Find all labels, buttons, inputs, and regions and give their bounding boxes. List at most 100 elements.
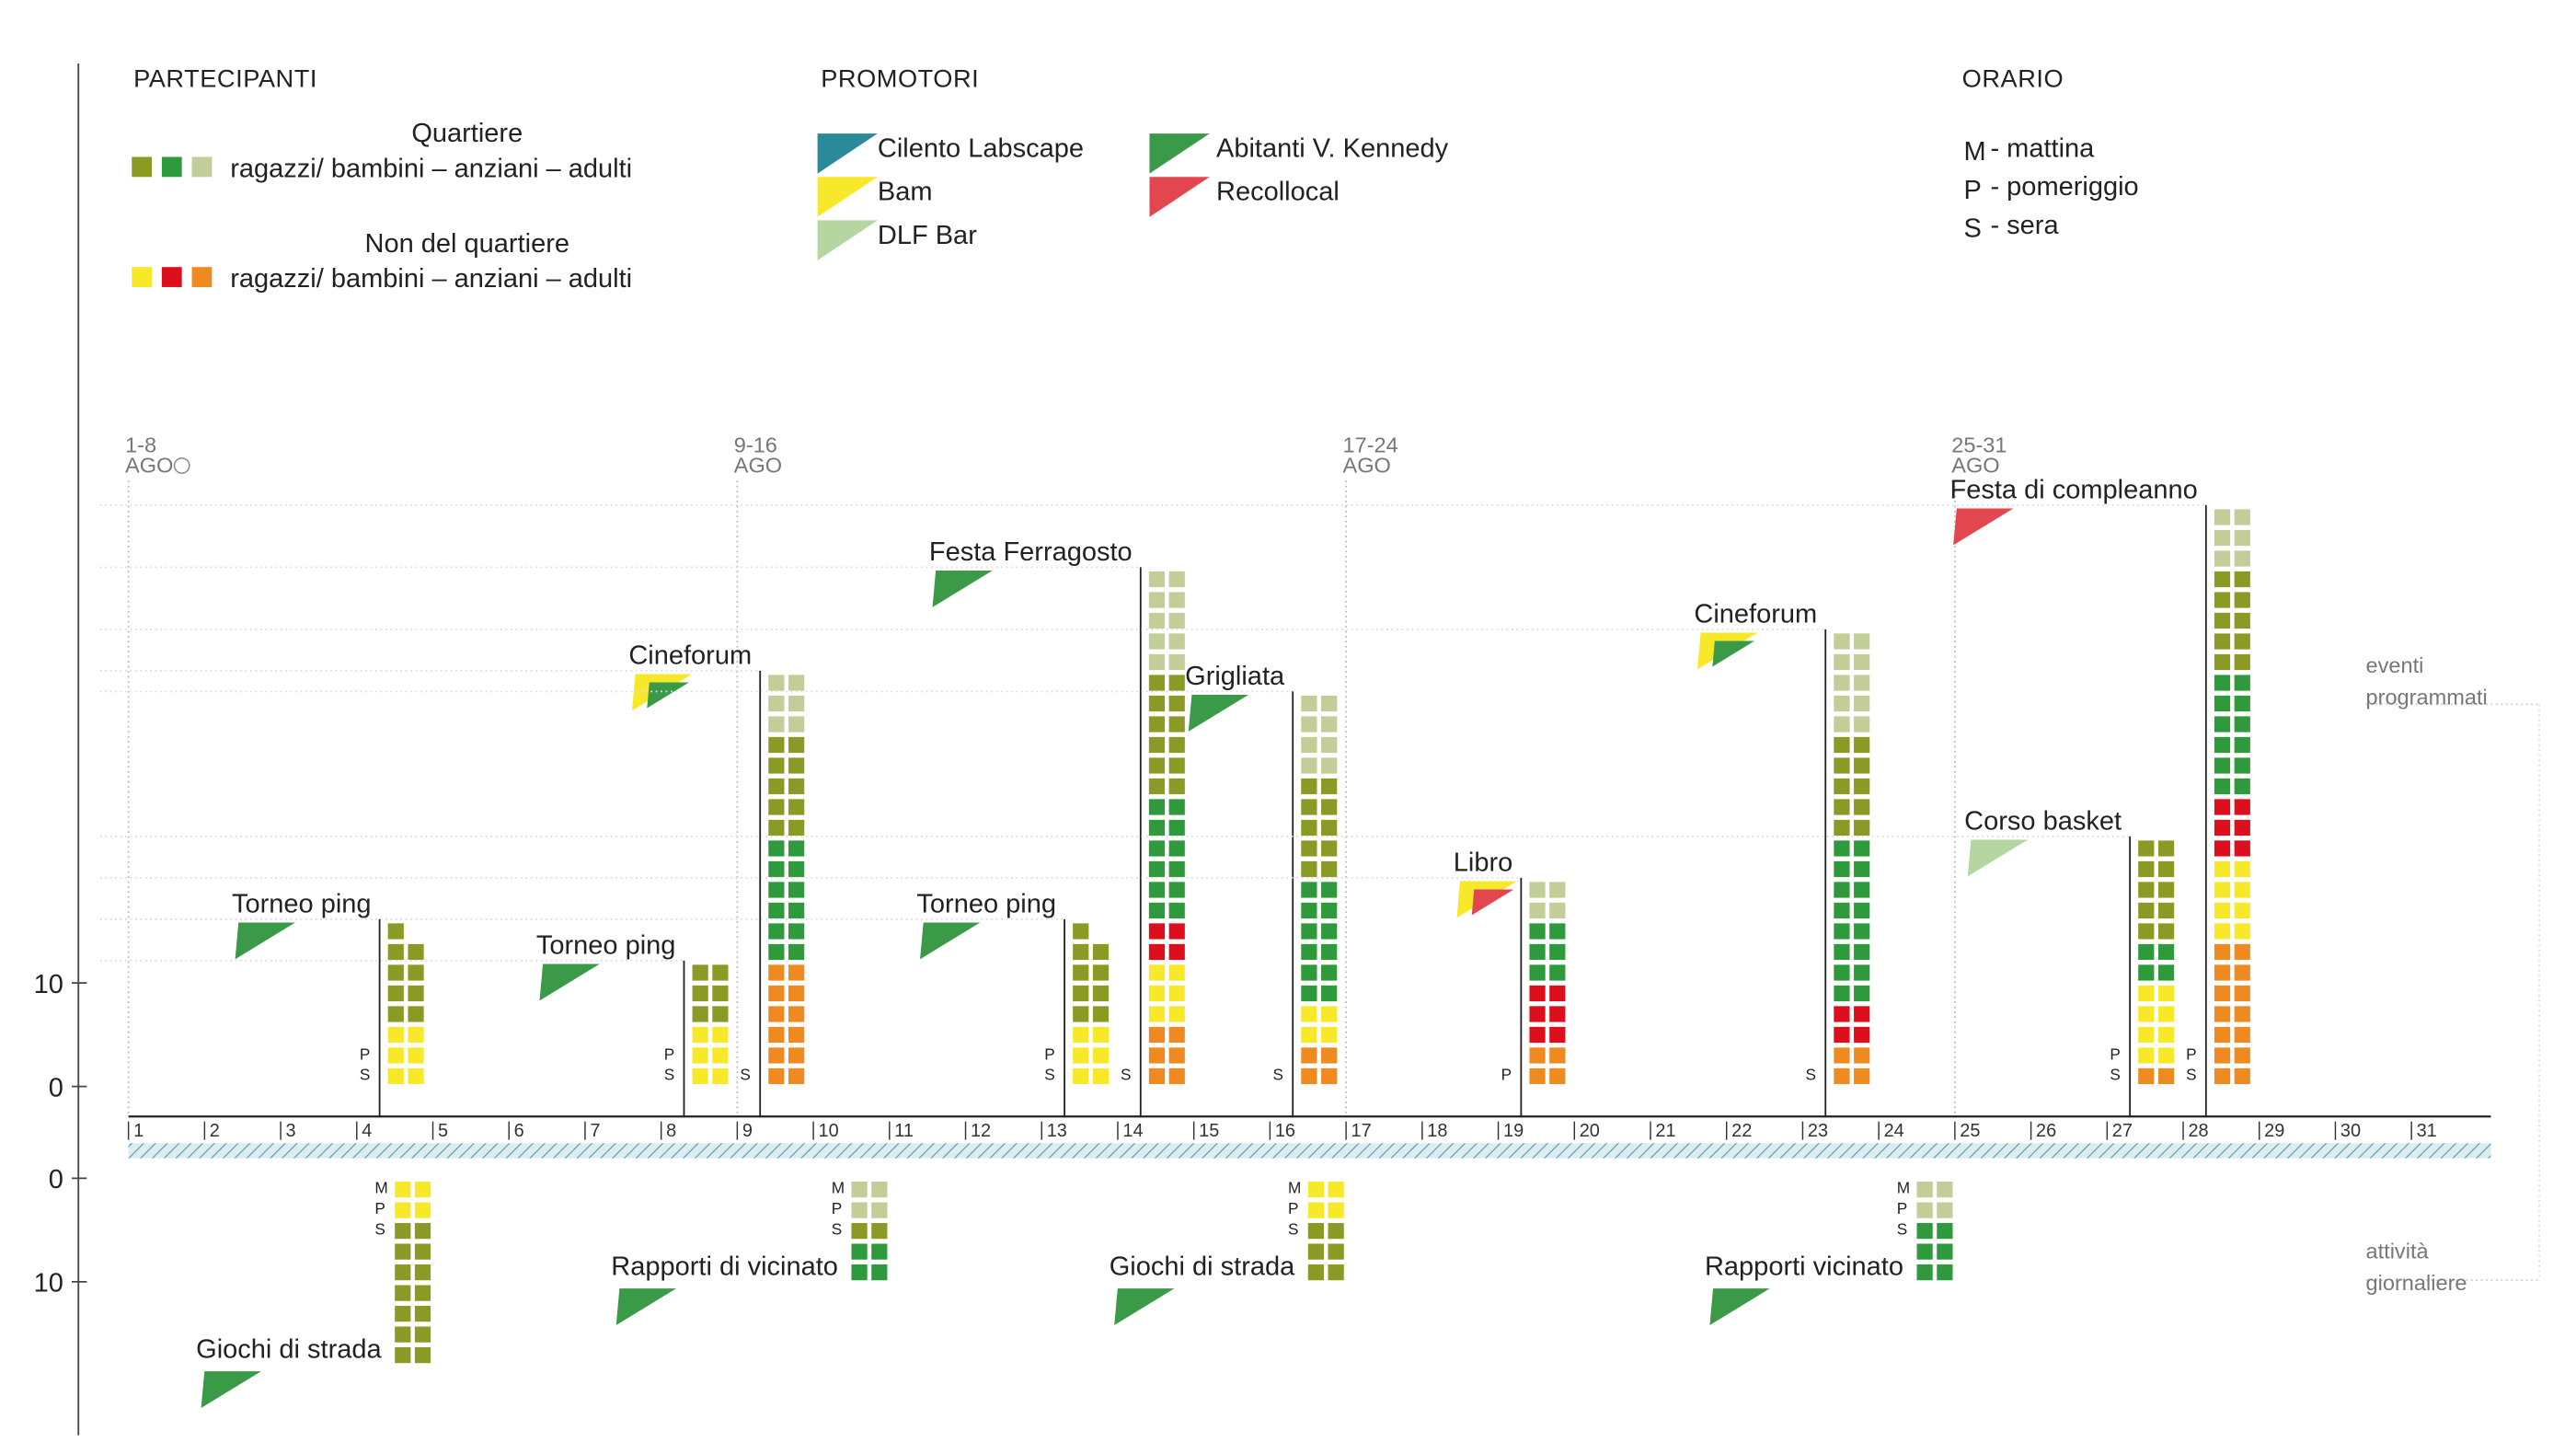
participant-square <box>712 1047 729 1064</box>
participant-square <box>1321 1047 1338 1064</box>
participant-square <box>2214 923 2231 940</box>
participant-square <box>692 1047 708 1064</box>
participant-square <box>768 1047 785 1064</box>
participant-square <box>1834 819 1850 837</box>
participant-square <box>1168 799 1185 815</box>
participant-square <box>395 1285 411 1301</box>
participant-square <box>2214 716 2231 733</box>
participant-square <box>1321 923 1338 940</box>
participant-square <box>1307 1202 1324 1218</box>
participant-square <box>1529 882 1546 898</box>
participant-square <box>1549 1067 1566 1085</box>
participant-square <box>2214 633 2231 650</box>
participant-square <box>414 1347 431 1364</box>
participant-square <box>768 985 785 1002</box>
participant-square <box>1148 799 1166 815</box>
promoter-flag <box>1188 694 1249 732</box>
participant-square <box>2157 860 2175 878</box>
participant-square <box>1549 943 1566 961</box>
participant-square <box>2138 1047 2155 1064</box>
participant-square <box>1937 1264 1953 1281</box>
participant-square <box>1834 1067 1850 1085</box>
y-tick-label: 10 <box>34 970 63 999</box>
participant-square <box>1168 612 1185 629</box>
x-tick-label: 28 <box>2188 1121 2208 1141</box>
promoter-name: Abitanti V. Kennedy <box>1216 134 1449 164</box>
time-key: P <box>1501 1065 1512 1083</box>
participant-square <box>1148 1047 1166 1064</box>
participant-square <box>871 1181 888 1198</box>
participant-square <box>2234 902 2250 919</box>
participant-square <box>1937 1181 1953 1198</box>
participant-square <box>1834 902 1850 919</box>
participant-square <box>1301 716 1317 733</box>
participant-square <box>692 964 708 981</box>
participant-square <box>2234 695 2250 712</box>
time-key: S <box>832 1220 843 1239</box>
participant-square <box>1073 923 1089 940</box>
participant-square <box>1168 923 1185 940</box>
participant-square <box>395 1326 411 1343</box>
participant-square <box>2214 1026 2231 1044</box>
participant-square <box>2138 1067 2155 1085</box>
participant-square <box>1148 653 1166 671</box>
participant-square <box>788 1067 805 1085</box>
participant-square <box>1073 943 1089 961</box>
participant-square <box>768 860 785 878</box>
x-tick-label: 30 <box>2340 1121 2361 1141</box>
participant-square <box>1073 1006 1089 1022</box>
x-tick-label: 17 <box>1351 1121 1372 1141</box>
participant-square <box>1301 923 1317 940</box>
participant-square <box>2214 1047 2231 1064</box>
participant-square <box>1916 1202 1933 1218</box>
participant-square <box>414 1306 431 1322</box>
participant-square <box>1328 1243 1344 1260</box>
week-month: AGO <box>125 453 173 477</box>
participant-square <box>712 985 729 1002</box>
participant-square <box>768 882 785 898</box>
x-tick-label: 9 <box>742 1121 753 1141</box>
participant-square <box>395 1306 411 1322</box>
participant-square <box>712 1026 729 1044</box>
promoter-name: Recollocal <box>1216 178 1340 207</box>
participant-square <box>1834 1047 1850 1064</box>
event-label: Cineforum <box>1694 600 1817 629</box>
participant-square <box>788 819 805 837</box>
participant-square <box>408 1047 424 1064</box>
participant-square <box>1168 695 1185 712</box>
participant-square <box>788 675 805 691</box>
participant-square <box>1549 964 1566 981</box>
x-tick-label: 3 <box>286 1121 296 1141</box>
participant-square <box>408 1026 424 1044</box>
time-key: S <box>1121 1065 1132 1083</box>
participant-square <box>788 943 805 961</box>
x-tick-label: 5 <box>438 1121 448 1141</box>
participant-square <box>2214 653 2231 671</box>
participant-square <box>2214 1006 2231 1022</box>
promoter-swatch <box>817 177 878 217</box>
participant-square <box>768 819 785 837</box>
time-key: P <box>664 1045 675 1064</box>
participant-square <box>2234 799 2250 815</box>
week-range: 1-8 <box>125 433 156 457</box>
participant-square <box>788 716 805 733</box>
participant-square <box>1148 675 1166 691</box>
legend-group-title: Quartiere <box>411 119 523 148</box>
legend-group-title: Non del quartiere <box>365 229 569 259</box>
time-key: S <box>1897 1220 1908 1239</box>
legend-swatch <box>132 156 153 178</box>
section-label: giornaliere <box>2366 1271 2467 1295</box>
participant-square <box>1148 964 1166 981</box>
promoter-name: DLF Bar <box>878 221 977 250</box>
participant-square <box>1321 799 1338 815</box>
participant-square <box>1854 1006 1870 1022</box>
participant-square <box>1529 964 1546 981</box>
participant-square <box>2157 923 2175 940</box>
participant-square <box>395 1243 411 1260</box>
x-tick-label: 2 <box>210 1121 220 1141</box>
time-key: P <box>832 1199 843 1217</box>
participant-square <box>1168 902 1185 919</box>
participant-square <box>1301 943 1317 961</box>
participant-square <box>1321 778 1338 795</box>
participant-square <box>768 923 785 940</box>
